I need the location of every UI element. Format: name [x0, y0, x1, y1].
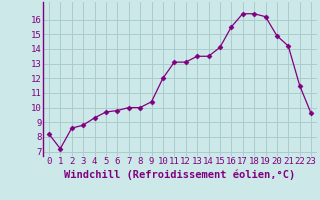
X-axis label: Windchill (Refroidissement éolien,°C): Windchill (Refroidissement éolien,°C)	[64, 169, 296, 180]
